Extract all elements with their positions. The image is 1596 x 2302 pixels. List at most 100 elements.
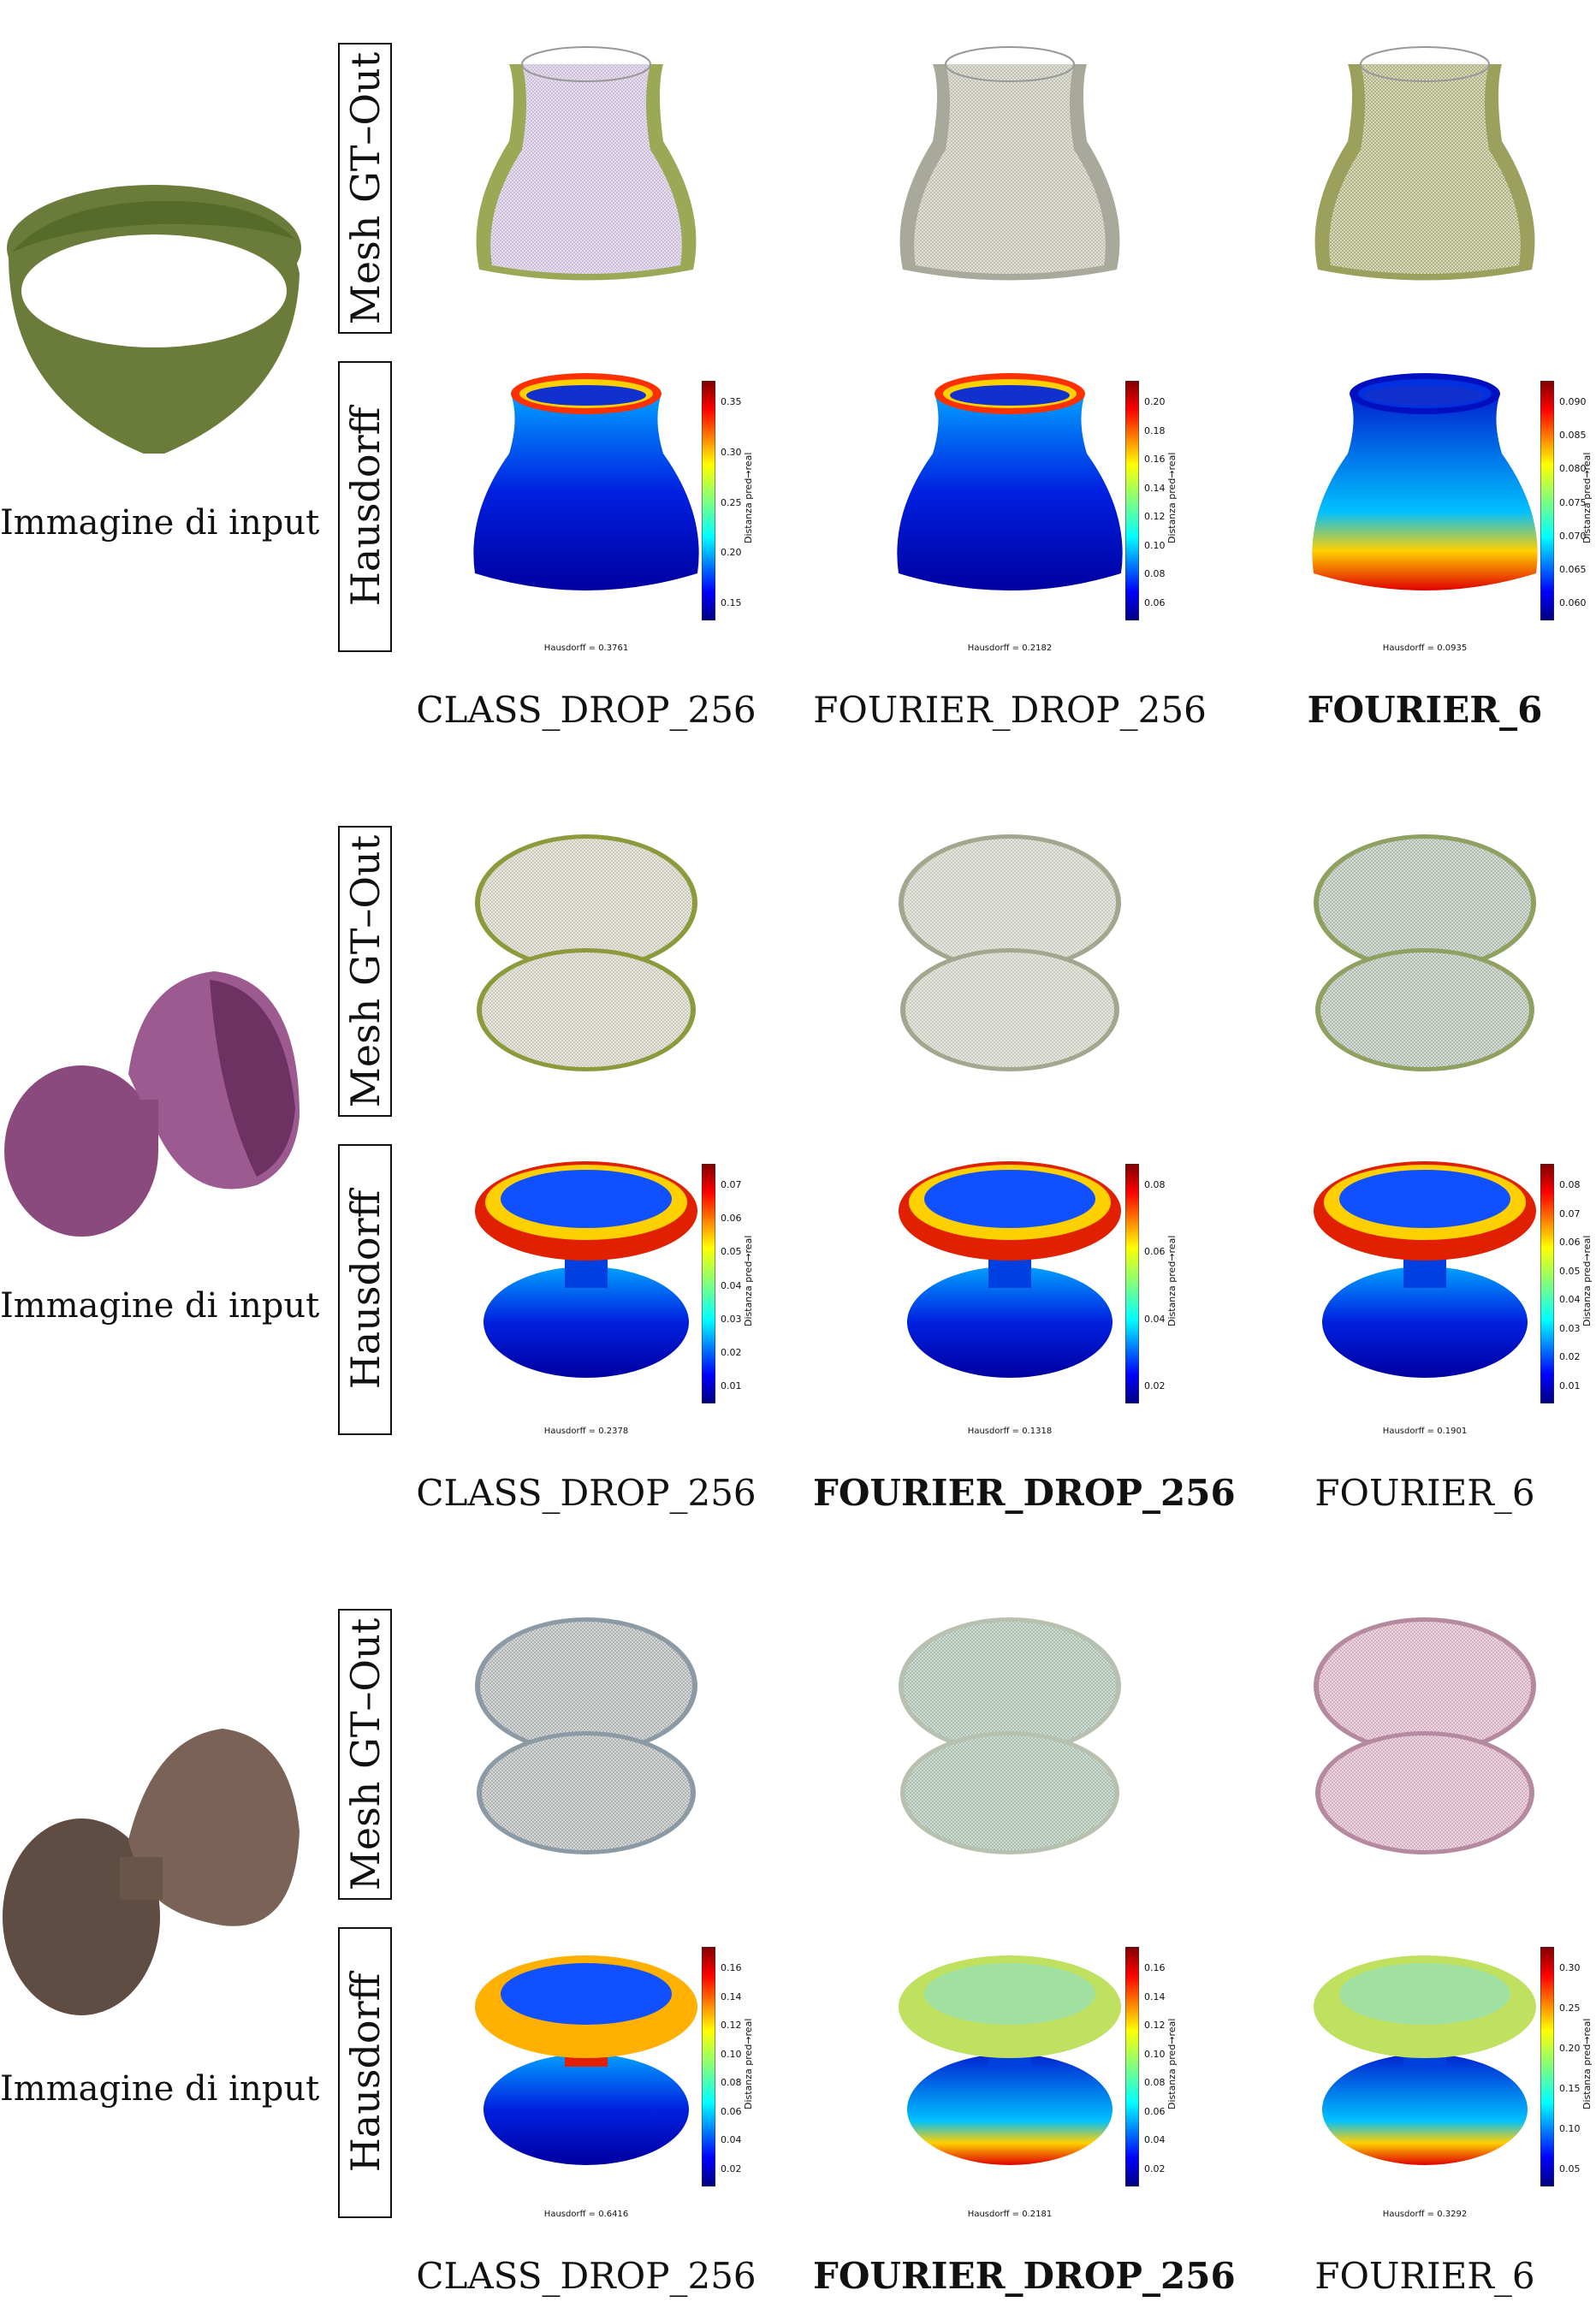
- input-image-label: Immagine di input: [0, 503, 320, 543]
- colorbar: [1125, 1164, 1139, 1403]
- hausdorff-value-text: Hausdorff = 0.1901: [1382, 1427, 1468, 1436]
- colorbar-tick-label: 0.12: [1144, 2020, 1166, 2032]
- colorbar-tick-label: 0.16: [1144, 1962, 1166, 1973]
- colorbar: [1540, 1947, 1554, 2186]
- colorbar-axis-label: Distanza pred→real: [743, 1235, 754, 1326]
- colorbar-tick-label: 0.02: [1144, 1380, 1166, 1391]
- colorbar-tick-label: 0.080: [1559, 463, 1587, 475]
- colorbar-tick-label: 0.08: [1144, 2077, 1166, 2089]
- colorbar-tick-label: 0.070: [1559, 530, 1587, 542]
- colorbar-tick-label: 0.06: [1144, 2105, 1166, 2117]
- colorbar-tick-label: 0.065: [1559, 563, 1587, 575]
- colorbar-tick-label: 0.08: [1559, 1179, 1581, 1190]
- hausdorff-value-text: Hausdorff = 0.2181: [967, 2210, 1053, 2219]
- colorbar-tick-label: 0.12: [721, 2020, 742, 2032]
- colorbar-tick-label: 0.03: [1559, 1322, 1581, 1334]
- colorbar-tick-label: 0.07: [1559, 1207, 1581, 1219]
- hausdorff-heatmap-image: [899, 1161, 1121, 1378]
- mesh-overlay-image: [475, 834, 697, 1071]
- colorbar-axis-label: Distanza pred→real: [1581, 2018, 1593, 2109]
- colorbar-tick-label: 0.14: [721, 1991, 742, 2002]
- colorbar-tick-label: 0.30: [1559, 1962, 1581, 1973]
- colorbar-tick-label: 0.02: [721, 1346, 742, 1358]
- colorbar-tick-label: 0.15: [721, 597, 742, 608]
- hausdorff-heatmap-image: [1312, 373, 1538, 590]
- method-name-label: CLASS_DROP_256: [416, 1472, 756, 1514]
- hausdorff-heatmap-image: [475, 1161, 697, 1378]
- colorbar-tick-label: 0.05: [721, 1246, 742, 1258]
- colorbar: [702, 1947, 715, 2186]
- colorbar-tick-label: 0.08: [721, 2077, 742, 2089]
- colorbar-tick-label: 0.03: [721, 1313, 742, 1325]
- input-shape-image: [3, 1729, 300, 2015]
- hausdorff-heatmap-image: [899, 1955, 1121, 2165]
- row-label-text: Hausdorff: [341, 406, 389, 607]
- colorbar-tick-label: 0.12: [1144, 511, 1166, 523]
- colorbar-tick-label: 0.01: [1559, 1380, 1581, 1391]
- colorbar-axis-label: Distanza pred→real: [1166, 452, 1178, 543]
- row-label-mesh: Mesh GT–Out: [338, 43, 392, 334]
- colorbar-tick-label: 0.06: [1144, 1246, 1166, 1258]
- colorbar-axis-label: Distanza pred→real: [743, 452, 754, 543]
- colorbar-tick-label: 0.06: [1559, 1237, 1581, 1249]
- colorbar-tick-label: 0.04: [1559, 1294, 1581, 1306]
- method-name-label: CLASS_DROP_256: [416, 2255, 756, 2297]
- colorbar-tick-label: 0.090: [1559, 396, 1587, 407]
- mesh-overlay-image: [899, 46, 1120, 281]
- method-name-label: FOURIER_6: [1314, 2255, 1535, 2297]
- hausdorff-heatmap-image: [1314, 1955, 1536, 2165]
- hausdorff-value-text: Hausdorff = 0.3292: [1382, 2210, 1468, 2219]
- colorbar-tick-label: 0.25: [721, 496, 742, 508]
- row-label-text: Mesh GT–Out: [341, 834, 389, 1108]
- colorbar-tick-label: 0.16: [721, 1962, 742, 1973]
- row-label-text: Hausdorff: [341, 1973, 389, 2173]
- colorbar-tick-label: 0.15: [1559, 2083, 1581, 2094]
- colorbar-tick-label: 0.02: [1559, 1351, 1581, 1363]
- colorbar: [702, 1164, 715, 1403]
- colorbar-tick-label: 0.02: [721, 2163, 742, 2174]
- colorbar-tick-label: 0.25: [1559, 2002, 1581, 2014]
- colorbar-tick-label: 0.085: [1559, 430, 1587, 442]
- colorbar-tick-label: 0.07: [721, 1179, 742, 1190]
- hausdorff-value-text: Hausdorff = 0.6416: [543, 2210, 629, 2219]
- mesh-overlay-image: [899, 1617, 1121, 1854]
- colorbar-tick-label: 0.10: [1144, 539, 1166, 551]
- colorbar-tick-label: 0.04: [721, 1279, 742, 1291]
- colorbar-tick-label: 0.18: [1144, 424, 1166, 436]
- colorbar-tick-label: 0.20: [1559, 2043, 1581, 2054]
- colorbar: [1540, 381, 1554, 620]
- colorbar-tick-label: 0.06: [721, 2105, 742, 2117]
- colorbar: [1540, 1164, 1554, 1403]
- mesh-overlay-image: [1314, 46, 1535, 281]
- hausdorff-heatmap-image: [897, 373, 1123, 590]
- colorbar-tick-label: 0.30: [721, 446, 742, 458]
- colorbar-tick-label: 0.10: [721, 2048, 742, 2060]
- colorbar-axis-label: Distanza pred→real: [1581, 1235, 1593, 1326]
- mesh-overlay-image: [475, 1617, 697, 1854]
- hausdorff-heatmap-image: [1314, 1161, 1536, 1378]
- method-name-label: FOURIER_DROP_256: [813, 1472, 1236, 1514]
- colorbar-tick-label: 0.08: [1144, 1179, 1166, 1190]
- colorbar-tick-label: 0.10: [1144, 2048, 1166, 2060]
- row-label-mesh: Mesh GT–Out: [338, 826, 392, 1117]
- colorbar-tick-label: 0.20: [721, 547, 742, 559]
- mesh-overlay-image: [476, 46, 697, 281]
- colorbar: [1125, 1947, 1139, 2186]
- row-label-hausdorff: Hausdorff: [338, 1927, 392, 2218]
- colorbar-tick-label: 0.08: [1144, 568, 1166, 580]
- colorbar-axis-label: Distanza pred→real: [743, 2018, 754, 2109]
- input-shape-image: [7, 185, 301, 454]
- colorbar-tick-label: 0.06: [721, 1213, 742, 1225]
- method-name-label: FOURIER_DROP_256: [813, 2255, 1236, 2297]
- hausdorff-value-text: Hausdorff = 0.1318: [967, 1427, 1053, 1436]
- row-label-text: Mesh GT–Out: [341, 51, 389, 325]
- hausdorff-value-text: Hausdorff = 0.2378: [543, 1427, 629, 1436]
- hausdorff-heatmap-image: [475, 1955, 697, 2165]
- row-label-hausdorff: Hausdorff: [338, 1144, 392, 1435]
- colorbar-tick-label: 0.05: [1559, 1265, 1581, 1277]
- input-shape-image: [4, 971, 300, 1237]
- colorbar-tick-label: 0.16: [1144, 454, 1166, 466]
- colorbar-axis-label: Distanza pred→real: [1581, 452, 1593, 543]
- mesh-overlay-image: [1314, 834, 1536, 1071]
- hausdorff-heatmap-image: [473, 373, 699, 590]
